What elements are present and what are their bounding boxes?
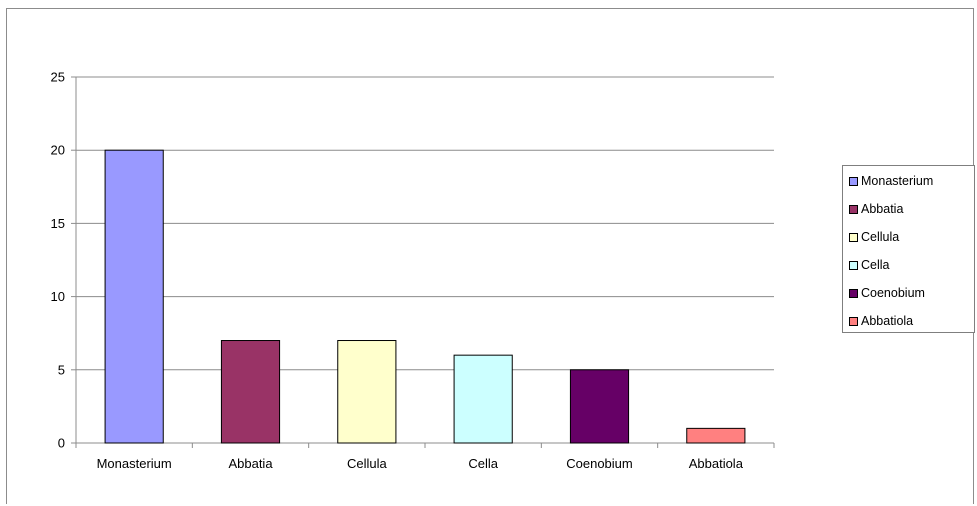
gridlines xyxy=(76,76,774,371)
legend-label: Cella xyxy=(861,258,890,272)
legend-item: Cella xyxy=(849,257,890,273)
bar-cellula xyxy=(337,340,397,444)
x-tick-label: Coenobium xyxy=(566,456,633,471)
y-tick-label: 0 xyxy=(58,436,65,451)
x-tick-label: Cellula xyxy=(347,456,388,471)
bar-cella xyxy=(453,354,513,444)
legend-swatch xyxy=(849,232,858,242)
x-tick-label: Monasterium xyxy=(97,456,172,471)
bar-abbatiola xyxy=(686,427,746,444)
bar-coenobium xyxy=(569,369,630,444)
bar-monasterium xyxy=(104,149,164,444)
legend-label: Monasterium xyxy=(861,174,934,188)
x-tick-labels: Monasterium Abbatia Cellula Cella Coenobium A… xyxy=(97,456,744,471)
y-tick-label: 15 xyxy=(51,216,65,231)
y-tick-label: 20 xyxy=(51,143,65,158)
legend-label: Coenobium xyxy=(861,286,925,300)
legend-swatch xyxy=(849,316,858,326)
legend-item: Abbatia xyxy=(849,201,903,217)
y-tick-labels: 0 5 10 15 20 25 xyxy=(51,70,65,451)
bar-abbatia xyxy=(220,340,281,444)
x-tick-label: Abbatiola xyxy=(689,456,744,471)
legend-item: Coenobium xyxy=(849,285,925,301)
x-tick-label: Abbatia xyxy=(228,456,273,471)
legend-label: Abbatiola xyxy=(861,314,914,328)
legend-swatch xyxy=(849,176,858,186)
y-tick-label: 25 xyxy=(51,70,65,85)
y-tick-label: 10 xyxy=(51,289,65,304)
legend-swatch xyxy=(849,204,858,214)
x-tick-label: Cella xyxy=(468,456,498,471)
legend-label: Cellula xyxy=(861,230,900,244)
legend-item: Monasterium xyxy=(849,173,933,189)
legend-label: Abbatia xyxy=(861,202,904,216)
legend-item: Abbatiola xyxy=(849,313,913,329)
bars xyxy=(104,149,746,444)
axes xyxy=(71,76,775,448)
legend-swatch xyxy=(849,260,858,270)
y-tick-label: 5 xyxy=(58,362,65,377)
legend: Monasterium Abbatia Cellula Cella Coenobium A… xyxy=(842,165,975,333)
legend-item: Cellula xyxy=(849,229,899,245)
legend-swatch xyxy=(849,288,858,298)
